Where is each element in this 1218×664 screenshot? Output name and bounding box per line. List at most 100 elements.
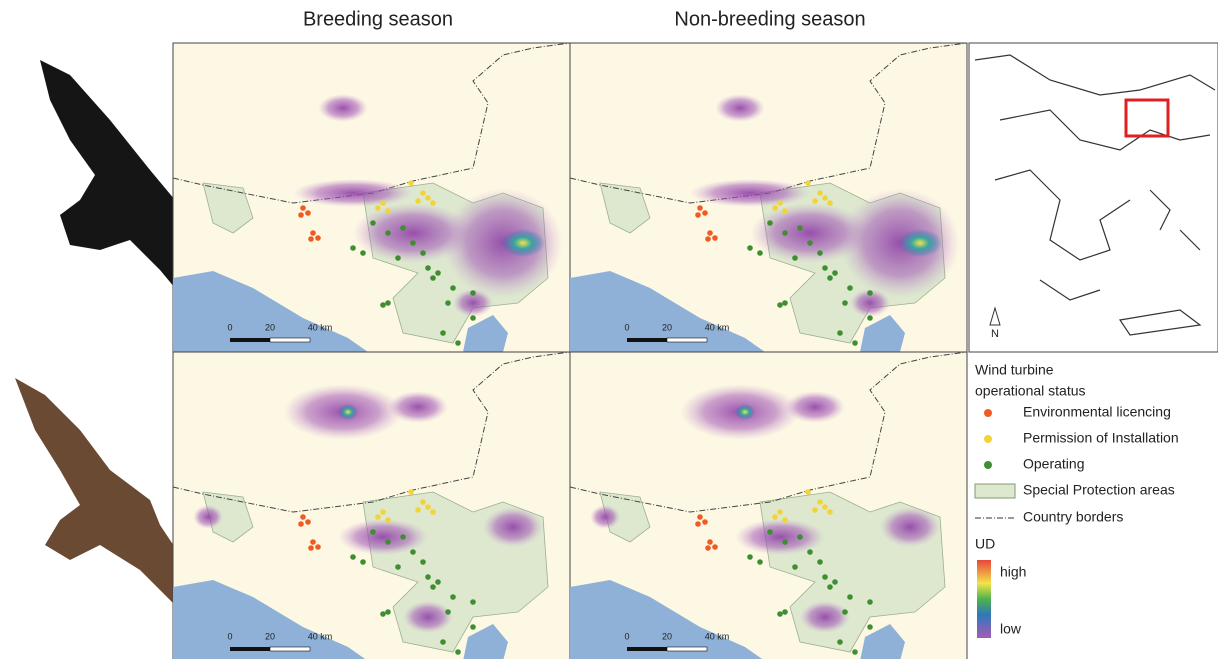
scale-label: 20 — [662, 631, 672, 641]
turbine — [315, 235, 321, 241]
ud-blob — [880, 507, 940, 547]
ud-low: low — [1000, 621, 1022, 637]
turbine — [350, 554, 356, 560]
ud-hotspot — [898, 229, 942, 257]
ud-hotspot — [338, 404, 358, 420]
turbine — [420, 250, 426, 256]
turbine — [867, 315, 873, 321]
turbine — [420, 499, 426, 505]
turbine — [395, 255, 401, 261]
turbine — [817, 559, 823, 565]
turbine — [817, 499, 823, 505]
turbine — [757, 250, 763, 256]
turbine — [772, 514, 778, 520]
turbine — [832, 579, 838, 585]
turbine — [400, 225, 406, 231]
map-panel: 02040 km — [173, 352, 570, 659]
turbine — [767, 220, 773, 226]
scale-label: 40 km — [705, 322, 730, 332]
turbine — [300, 205, 306, 211]
scale-label: 40 km — [308, 322, 333, 332]
turbine — [782, 609, 788, 615]
turbine — [380, 200, 386, 206]
turbine — [712, 544, 718, 550]
turbine — [852, 340, 858, 346]
turbine — [827, 584, 833, 590]
scale-label: 20 — [265, 631, 275, 641]
legend-title: Wind turbine — [975, 362, 1054, 378]
ud-high: high — [1000, 564, 1026, 580]
inset-frame — [969, 43, 1218, 352]
legend: Wind turbine operational status Special … — [975, 362, 1179, 638]
turbine — [707, 230, 713, 236]
turbine — [842, 609, 848, 615]
turbine — [420, 190, 426, 196]
turbine — [445, 609, 451, 615]
scale-label: 20 — [662, 322, 672, 332]
turbine — [380, 302, 386, 308]
turbine — [455, 649, 461, 655]
turbine — [360, 250, 366, 256]
turbine — [747, 245, 753, 251]
ud-blob — [785, 391, 845, 423]
turbine — [305, 210, 311, 216]
turbine — [450, 594, 456, 600]
scale-label: 0 — [624, 322, 629, 332]
turbine — [385, 300, 391, 306]
turbine — [807, 240, 813, 246]
scale-label: 40 km — [308, 631, 333, 641]
turbine — [822, 504, 828, 510]
turbine — [440, 639, 446, 645]
turbine — [425, 265, 431, 271]
turbine — [822, 265, 828, 271]
turbine — [425, 195, 431, 201]
turbine — [375, 205, 381, 211]
scale-label: 0 — [227, 322, 232, 332]
turbine — [430, 584, 436, 590]
turbine — [430, 275, 436, 281]
turbine — [470, 624, 476, 630]
turbine — [310, 539, 316, 545]
turbine — [847, 594, 853, 600]
column-title: Breeding season — [303, 8, 453, 30]
turbine — [747, 554, 753, 560]
ud-blob — [388, 391, 448, 423]
turbine — [425, 574, 431, 580]
turbine — [697, 514, 703, 520]
turbine — [470, 599, 476, 605]
turbine — [797, 534, 803, 540]
turbine — [807, 549, 813, 555]
column-title: Non-breeding season — [674, 8, 865, 30]
turbine — [385, 539, 391, 545]
turbine — [455, 340, 461, 346]
turbine — [705, 236, 711, 242]
ud-blob — [715, 94, 765, 122]
turbine — [385, 208, 391, 214]
turbine — [375, 514, 381, 520]
turbine — [782, 208, 788, 214]
turbine — [410, 549, 416, 555]
north-label: N — [991, 328, 999, 340]
turbine — [827, 509, 833, 515]
turbine — [408, 489, 414, 495]
turbine — [705, 545, 711, 551]
turbine — [470, 290, 476, 296]
turbine — [385, 230, 391, 236]
turbine — [695, 212, 701, 218]
turbine — [757, 559, 763, 565]
turbine — [712, 235, 718, 241]
turbine — [837, 330, 843, 336]
turbine — [298, 212, 304, 218]
legend-dot — [984, 461, 992, 469]
turbine — [308, 545, 314, 551]
turbine — [822, 574, 828, 580]
turbine — [420, 559, 426, 565]
scale-bar-white — [270, 338, 310, 342]
turbine — [822, 195, 828, 201]
turbine — [782, 517, 788, 523]
legend-label: Country borders — [1023, 509, 1123, 525]
turbine — [400, 534, 406, 540]
legend-label: Environmental licencing — [1023, 404, 1171, 420]
turbine — [817, 250, 823, 256]
